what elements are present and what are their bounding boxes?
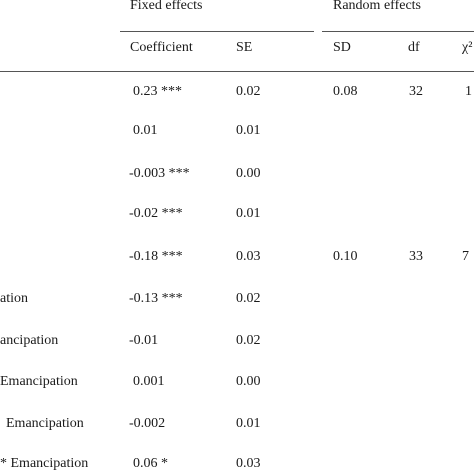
coefficient-cell: 0.01	[133, 123, 158, 138]
coefficient-column-header: Coefficient	[130, 40, 193, 55]
coefficient-cell: -0.18 ***	[129, 249, 183, 264]
row-label: ation	[0, 291, 28, 306]
row-label: * Emancipation	[0, 456, 89, 471]
df-cell: 32	[409, 84, 423, 99]
chi-cell: 7	[462, 249, 469, 264]
se-cell: 0.02	[236, 84, 261, 99]
se-cell: 0.03	[236, 456, 261, 471]
se-cell: 0.01	[236, 206, 261, 221]
coefficient-cell: -0.13 ***	[129, 291, 183, 306]
row-label: Emancipation	[0, 374, 78, 389]
chi-square-column-header: χ²	[462, 40, 473, 55]
header-bottom-rule	[0, 71, 474, 72]
fixed-effects-rule	[120, 31, 314, 32]
random-effects-header: Random effects	[333, 0, 421, 13]
random-effects-rule	[322, 31, 474, 32]
row-label: Emancipation	[6, 416, 84, 431]
coefficient-cell: -0.003 ***	[129, 166, 190, 181]
coefficient-cell: 0.001	[133, 374, 165, 389]
se-cell: 0.03	[236, 249, 261, 264]
coefficient-cell: 0.23 ***	[133, 84, 182, 99]
chi-cell: 1	[465, 84, 472, 99]
df-cell: 33	[409, 249, 423, 264]
sd-cell: 0.10	[333, 249, 358, 264]
se-cell: 0.02	[236, 333, 261, 348]
coefficient-cell: -0.002	[129, 416, 166, 431]
se-column-header: SE	[236, 40, 253, 55]
se-cell: 0.01	[236, 123, 261, 138]
df-column-header: df	[408, 40, 420, 55]
se-cell: 0.00	[236, 374, 261, 389]
coefficient-cell: -0.02 ***	[129, 206, 183, 221]
sd-cell: 0.08	[333, 84, 358, 99]
se-cell: 0.01	[236, 416, 261, 431]
coefficient-cell: 0.06 *	[133, 456, 168, 471]
row-label: ancipation	[0, 333, 59, 348]
fixed-effects-header: Fixed effects	[130, 0, 203, 13]
sd-column-header: SD	[333, 40, 351, 55]
coefficient-cell: -0.01	[129, 333, 159, 348]
se-cell: 0.02	[236, 291, 261, 306]
se-cell: 0.00	[236, 166, 261, 181]
